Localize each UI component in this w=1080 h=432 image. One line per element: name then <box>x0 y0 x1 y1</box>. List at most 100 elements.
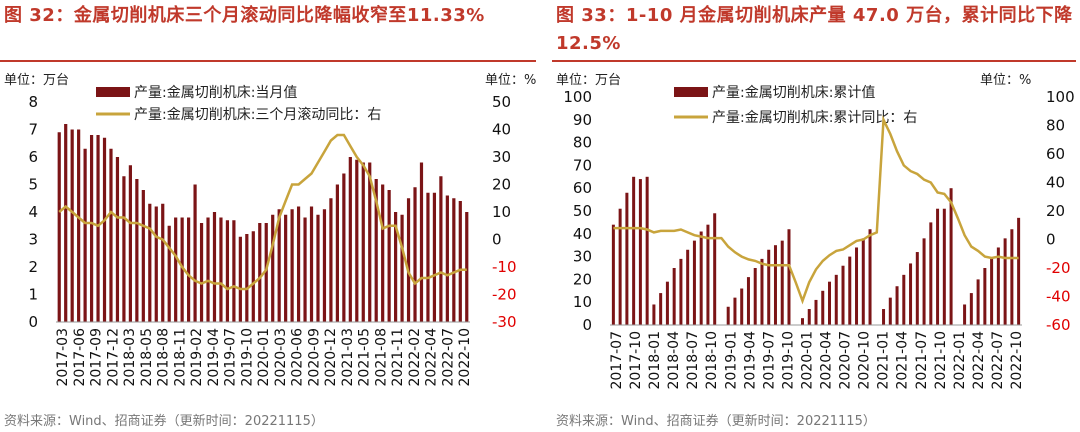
left-axis: 0 1 2 3 4 5 6 7 8 <box>28 93 38 331</box>
x-tick-label: 2019-02 <box>189 328 205 387</box>
bar <box>465 212 469 322</box>
x-tick-label: 2020-03 <box>273 328 289 387</box>
legend: 产量:金属切削机床:当月值 产量:金属切削机床:三个月滚动同比：右 <box>96 85 381 123</box>
left-tick-label: 100 <box>563 88 592 106</box>
x-tick-label: 2018-10 <box>704 331 720 390</box>
bar <box>413 187 417 322</box>
bar <box>225 220 230 322</box>
bar <box>706 224 710 325</box>
right-tick-label: 0 <box>492 231 502 249</box>
bar <box>909 263 913 325</box>
bar <box>303 217 307 322</box>
bar <box>70 129 74 322</box>
bar <box>355 159 359 322</box>
bar <box>368 162 372 322</box>
bar <box>245 234 249 322</box>
x-tick-label: 2020-01 <box>799 331 815 390</box>
x-tick-label: 2020-06 <box>290 328 306 387</box>
bar <box>807 309 811 325</box>
line-series <box>58 133 467 291</box>
x-tick-label: 2020-10 <box>857 331 873 390</box>
bar <box>699 231 703 325</box>
bar <box>1003 238 1007 325</box>
legend-bar-swatch <box>674 87 708 97</box>
bar <box>652 304 656 325</box>
x-tick-label: 2020-01 <box>256 328 272 387</box>
bar <box>990 258 994 325</box>
bar <box>148 203 152 322</box>
bar <box>1010 229 1014 325</box>
bar <box>232 220 236 322</box>
legend-bar-label: 产量:金属切削机床:累计值 <box>712 85 875 101</box>
bar-series <box>611 176 1021 325</box>
bar <box>976 279 980 325</box>
bar <box>888 297 892 325</box>
bar <box>814 299 818 325</box>
chart-monthly-output: 单位：万台 单位：% 产量:金属切削机床:当月值 产量:金属切削机床:三个月滚动… <box>4 73 536 387</box>
x-tick-label: 2017-09 <box>89 328 105 387</box>
bar <box>394 212 398 322</box>
bar <box>381 184 385 322</box>
legend-bar-swatch <box>96 87 130 97</box>
bar <box>638 179 642 325</box>
bar <box>439 176 443 322</box>
x-tick-label: 2019-04 <box>742 331 758 390</box>
bar <box>180 217 184 322</box>
x-tick-label: 2022-02 <box>407 328 423 387</box>
bar <box>713 213 717 325</box>
right-tick-label: -20 <box>492 286 517 304</box>
left-axis-unit: 单位：万台 <box>4 73 69 88</box>
x-tick-label: 2022-04 <box>971 331 987 390</box>
left-tick-label: 4 <box>28 203 38 221</box>
bar <box>174 217 178 322</box>
bar <box>290 209 294 322</box>
bar <box>141 190 145 322</box>
left-tick-label: 6 <box>28 148 38 166</box>
source-note: 资料来源：Wind、招商证券（更新时间：20221115） <box>556 414 876 429</box>
x-tick-label: 2021-03 <box>340 328 356 387</box>
bar <box>329 198 333 322</box>
bar <box>400 214 404 322</box>
x-tick-label: 2018-07 <box>685 331 701 390</box>
bar <box>942 208 946 325</box>
left-tick-label: 8 <box>28 93 38 111</box>
right-tick-label: -60 <box>1046 316 1071 334</box>
bar <box>277 209 281 322</box>
right-tick-label: 60 <box>1046 145 1065 163</box>
bar <box>949 188 953 325</box>
x-tick-label: 2021-10 <box>933 331 949 390</box>
bar <box>632 176 636 325</box>
right-tick-label: 10 <box>492 203 511 221</box>
bar <box>199 223 204 322</box>
right-tick-label: 80 <box>1046 117 1065 135</box>
bar <box>936 208 940 325</box>
bar <box>983 268 987 325</box>
x-tick-label: 2017-06 <box>72 328 88 387</box>
legend: 产量:金属切削机床:累计值 产量:金属切削机床:累计同比：右 <box>674 85 917 126</box>
x-tick-label: 2019-04 <box>206 328 222 387</box>
bar <box>251 231 255 322</box>
title-divider <box>0 60 536 62</box>
bar <box>89 135 94 322</box>
bar <box>753 268 757 325</box>
title-divider <box>552 60 1076 62</box>
bar <box>374 179 378 322</box>
x-axis: 2017-07 2017-10 2018-01 2018-04 2018-07 2018-… <box>609 331 1025 390</box>
bar <box>296 206 301 322</box>
chart-title: 图 32：金属切削机床三个月滚动同比降幅收窄至11.33% <box>4 5 485 26</box>
bar <box>219 217 223 322</box>
bar <box>419 162 424 322</box>
bar <box>618 208 622 325</box>
bar <box>206 217 210 322</box>
x-tick-label: 2017-07 <box>609 331 625 390</box>
x-tick-label: 2022-10 <box>457 328 473 387</box>
left-tick-label: 80 <box>573 134 592 152</box>
bar <box>264 223 268 322</box>
bar <box>154 206 158 322</box>
right-tick-label: -30 <box>492 313 517 331</box>
bar <box>238 236 242 322</box>
left-tick-label: 20 <box>573 270 592 288</box>
bar <box>882 309 886 325</box>
bar <box>193 184 197 322</box>
legend-bar-label: 产量:金属切削机床:当月值 <box>134 85 297 101</box>
